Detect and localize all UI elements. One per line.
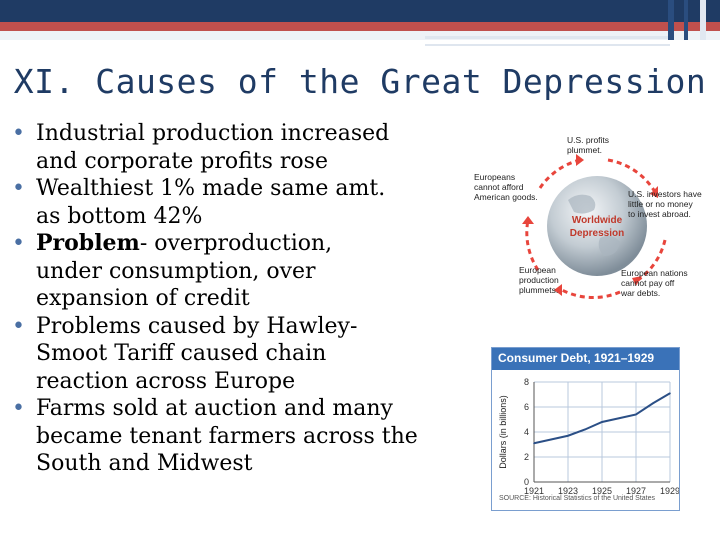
cycle-center-line: Worldwide [572,215,623,226]
cycle-arrows [525,158,667,300]
y-tick-label: 6 [524,402,529,412]
cycle-label-line: European [519,265,556,275]
data-point [635,413,637,416]
arrowhead-icon [554,284,562,296]
decorative-stripe [684,0,688,40]
x-tick-label: 1927 [626,486,646,496]
bullet-line: Problems caused by Hawley- [36,313,358,339]
depression-cycle-diagram: Worldwide Depression U.S. profits plummet… [474,135,702,300]
light-band [0,31,720,40]
cycle-label-line: European nations [621,268,688,278]
y-tick-label: 4 [524,427,529,437]
cycle-center-line: Depression [570,228,624,239]
data-point [567,434,569,437]
cycle-label-line: plummets. [519,285,558,295]
arrowhead-icon [632,276,642,286]
list-item: • Industrial production increased and co… [10,120,465,175]
cycle-label-line: cannot afford [474,182,524,192]
cycle-arrow [607,158,657,193]
cycle-arrow [525,219,540,271]
cycle-label-left: Europeans cannot afford American goods. [474,172,538,202]
data-point [533,442,535,445]
bullet-line: became tenant farmers across the [36,423,418,449]
cycle-label-line: U.S. profits [567,135,609,145]
consumer-debt-chart-panel: Consumer Debt, 1921–1929 0 2 4 6 8 1921 1923 19… [491,347,680,511]
x-tick-label: 1923 [558,486,578,496]
y-tick-label: 2 [524,452,529,462]
bullet-line: and corporate profits rose [36,148,328,174]
list-item: • Problem- overproduction, under consump… [10,230,465,313]
cycle-arrow [561,288,621,300]
decorative-stripe [425,36,670,39]
decorative-stripe [700,0,706,40]
x-tick-label: 1921 [524,486,544,496]
accent-band [0,22,720,31]
cycle-label-right: U.S. investors have little or no money to … [628,189,702,219]
y-tick-label: 8 [524,377,529,387]
decorative-stripe [668,0,674,40]
cycle-label-top: U.S. profits plummet. [567,135,609,155]
decorative-stripe [425,44,670,46]
bullet-line: Smoot Tariff caused chain [36,341,327,366]
bullet-line: Industrial production increased [36,121,390,146]
cycle-label-line: American goods. [474,192,538,202]
cycle-label-line: U.S. investors have [628,189,702,199]
cycle-label-bottom-right: European nations cannot pay off war debts. [620,268,688,298]
arrowhead-icon [650,186,658,198]
bullet-line: under consumption, over [36,258,316,284]
cycle-arrow [637,239,667,282]
arrowhead-icon [522,216,534,224]
cycle-center-text: Worldwide [572,215,623,226]
x-tick-label: 1929 [660,486,679,496]
data-point [669,392,671,395]
chart-title: Consumer Debt, 1921–1929 [498,351,655,365]
data-point [618,417,620,420]
data-point [652,402,654,405]
bullet-icon: • [12,176,25,201]
chart-source: SOURCE: Historical Statistics of the Uni… [499,495,655,502]
cycle-arrow [538,158,581,189]
bullet-line: - overproduction, [139,231,333,256]
bullet-line: South and Midwest [36,451,253,476]
bullet-line: expansion of credit [36,286,250,311]
globe-continents [568,194,620,256]
x-tick-label: 1925 [592,486,612,496]
cycle-label-line: to invest abroad. [628,209,691,219]
consumer-debt-chart: 0 2 4 6 8 1921 1923 1925 1927 1929 Dollars (in bil… [498,377,679,496]
cycle-label-bottom-left: European production plummets. [519,265,559,295]
bullet-bold-term: Problem [36,230,140,256]
cycle-arrowheads [522,154,658,296]
data-point [584,428,586,431]
list-item: • Farms sold at auction and many became … [10,395,465,478]
bullet-line: as bottom 42% [36,203,203,229]
list-item: • Problems caused by Hawley- Smoot Tarif… [10,313,465,396]
y-tick-label: 0 [524,477,529,487]
cycle-label-line: Europeans [474,172,515,182]
bullet-list: • Industrial production increased and co… [10,120,465,478]
cycle-label-line: cannot pay off [621,278,675,288]
cycle-label-line: production [519,275,559,285]
data-point [601,421,603,423]
top-band [0,0,720,22]
bullet-icon: • [12,396,25,421]
list-item: • Wealthiest 1% made same amt. as bottom… [10,175,465,230]
cycle-label-line: plummet. [567,145,602,155]
cycle-center-text: Depression [570,228,624,239]
bullet-line: Wealthiest 1% made same amt. [36,176,386,201]
data-point [550,438,552,441]
y-axis-label: Dollars (in billions) [498,395,508,469]
cycle-label-line: war debts. [620,288,660,298]
bullet-icon: • [12,121,25,146]
chart-header: Consumer Debt, 1921–1929 [492,348,679,370]
bullet-line: reaction across Europe [36,368,296,394]
cycle-label-line: little or no money [628,199,693,209]
page-title: XI. Causes of the Great Depression [13,62,707,101]
bullet-icon: • [12,313,25,339]
bullet-icon: • [12,231,25,256]
bullet-line: Farms sold at auction and many [36,396,393,421]
arrowhead-icon [576,154,584,166]
